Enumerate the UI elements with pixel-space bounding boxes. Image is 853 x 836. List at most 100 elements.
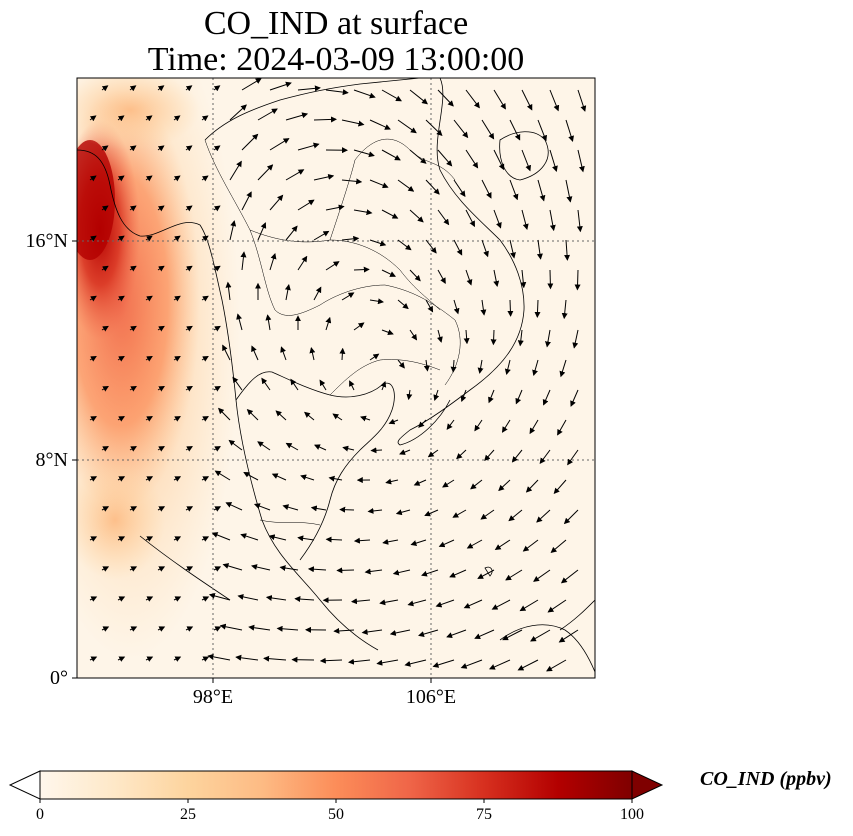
wind-arrow [545,329,551,348]
wind-arrow [353,266,370,273]
wind-arrow [213,145,221,152]
wind-arrow [145,235,153,242]
wind-arrow [425,119,443,136]
wind-arrow [145,416,153,422]
wind-arrow [424,509,439,517]
wind-arrow [117,656,126,662]
wind-arrow [353,209,373,216]
wind-arrow [229,160,242,181]
wind-arrow [353,149,375,158]
wind-arrow [490,329,497,346]
wind-arrow [519,599,539,612]
wind-arrow [453,239,463,256]
wind-arrow [449,569,467,578]
wind-arrow [325,89,349,96]
wind-arrow [325,204,345,211]
wind-arrow [367,507,383,514]
wind-arrow [341,292,355,301]
wind-arrow [381,149,401,161]
wind-arrow [248,624,271,631]
wind-arrow [410,539,427,546]
wind-arrow [173,175,181,182]
wind-arrow [173,656,182,662]
wind-arrow [173,295,181,302]
wind-arrow [211,532,231,541]
wind-arrow [257,441,271,451]
colorbar-tick-0: 0 [36,806,44,823]
wind-arrow [481,239,489,258]
wind-arrow [348,658,371,665]
wind-arrow [300,474,315,481]
wind-arrow [201,115,209,122]
wind-arrow [397,179,415,192]
wind-arrow [240,251,247,271]
colorbar-label: CO_IND (ppbv) [700,768,832,790]
wind-arrow [101,265,109,272]
wind-arrow [157,85,165,92]
wind-arrow [409,149,427,164]
wind-arrow [493,149,505,171]
wind-arrow [185,626,194,632]
wind-arrow [560,569,579,584]
wind-arrow [145,115,153,122]
wind-arrow [404,659,427,667]
colorbar-gradient [39,770,633,800]
wind-arrow [470,479,483,490]
wind-arrow [341,178,363,185]
wind-arrow [319,657,343,664]
wind-arrow [567,449,579,466]
wind-arrow [265,314,272,331]
wind-arrow [157,626,166,632]
wind-arrow [539,449,551,465]
wind-arrow [173,416,181,422]
wind-arrow [285,112,309,121]
wind-arrow [369,298,384,305]
wind-arrow [279,565,299,572]
wind-arrow [395,509,411,516]
wind-arrow [452,509,467,518]
wind-arrow [173,355,181,362]
map-frame [76,77,596,679]
wind-arrow [101,85,109,92]
wind-arrow [534,299,541,318]
wind-arrow [369,119,391,130]
wind-arrow [423,359,430,372]
wind-arrow [185,386,193,392]
wind-arrow [453,299,460,315]
wind-arrow [437,149,453,167]
lat-label-0: 0° [50,667,68,689]
wind-arrow [570,389,579,407]
wind-arrow [235,654,259,661]
wind-arrow [129,265,137,272]
wind-arrow [201,355,209,362]
wind-arrow [185,85,193,92]
wind-arrow [341,119,365,127]
wind-arrow [353,89,376,99]
wind-arrow [297,85,321,92]
lat-label-16n: 16°N [25,230,68,252]
wind-arrow [173,235,181,242]
wind-arrow [129,145,137,152]
wind-arrow [399,449,411,455]
wind-arrow [246,408,259,421]
wind-arrow [229,220,237,241]
wind-arrow [565,119,574,142]
wind-arrow [207,653,231,661]
wind-arrow [89,656,98,662]
wind-arrow [341,235,360,242]
wind-arrow [521,89,533,111]
wind-arrow [89,355,97,362]
wind-arrow [214,470,231,481]
wind-arrow [145,476,154,482]
wind-arrow [157,446,165,452]
wind-arrow [285,442,299,451]
wind-arrow [201,656,210,662]
wind-arrow [502,629,523,641]
wind-arrow [145,295,153,302]
wind-arrow [229,104,247,121]
wind-arrow [574,269,581,291]
wind-arrow [480,299,487,316]
wind-arrow [529,419,539,435]
wind-arrow [389,629,411,636]
